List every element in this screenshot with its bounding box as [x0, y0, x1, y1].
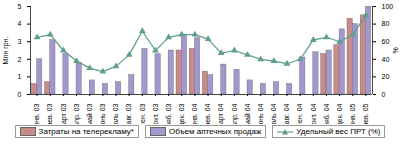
- svg-text:авг. 04: авг. 04: [283, 103, 290, 124]
- svg-text:май 03: май 03: [86, 103, 93, 124]
- svg-text:Млн грн.: Млн грн.: [2, 36, 10, 64]
- svg-text:июль 04: июль 04: [270, 103, 277, 124]
- svg-text:апр. 03: апр. 03: [73, 103, 81, 124]
- svg-text:80: 80: [382, 20, 390, 27]
- svg-text:60: 60: [382, 38, 390, 45]
- svg-text:июнь 03: июнь 03: [99, 103, 106, 124]
- svg-text:янв. 05: янв. 05: [349, 103, 356, 124]
- html-text:Затраты на телерекламу*: Затраты на телерекламу*: [38, 127, 134, 136]
- svg-text:фев. 04: фев. 04: [204, 103, 212, 124]
- svg-text:нояб. 03: нояб. 03: [165, 103, 172, 124]
- svg-text:фев. 05: фев. 05: [362, 103, 370, 124]
- svg-text:март 03: март 03: [60, 103, 68, 124]
- svg-text:сен. 03: сен. 03: [139, 103, 146, 124]
- html-text:Удельный вес ПРТ (%): Удельный вес ПРТ (%): [296, 127, 381, 136]
- svg-text:нояб. 04: нояб. 04: [323, 103, 330, 124]
- svg-text:июль 03: июль 03: [112, 103, 119, 124]
- svg-text:июнь 04: июнь 04: [257, 103, 264, 124]
- svg-text:3: 3: [18, 38, 22, 45]
- svg-text:4: 4: [18, 20, 22, 27]
- svg-text:20: 20: [382, 73, 390, 80]
- svg-text:сен. 04: сен. 04: [296, 103, 303, 124]
- svg-text:0: 0: [382, 91, 386, 98]
- svg-text:янв. 03: янв. 03: [33, 103, 40, 124]
- svg-text:40: 40: [382, 56, 390, 63]
- svg-text:%: %: [392, 47, 399, 53]
- svg-text:окт. 04: окт. 04: [310, 103, 317, 124]
- svg-text:окт. 03: окт. 03: [152, 103, 159, 124]
- svg-text:фев. 03: фев. 03: [46, 103, 54, 124]
- svg-text:100: 100: [382, 3, 394, 10]
- svg-text:дек. 04: дек. 04: [336, 103, 344, 124]
- svg-text:дек. 03: дек. 03: [178, 103, 186, 124]
- svg-text:март 04: март 04: [217, 103, 225, 124]
- svg-text:авг. 03: авг. 03: [125, 103, 132, 124]
- svg-text:апр. 04: апр. 04: [231, 103, 239, 124]
- svg-text:янв. 04: янв. 04: [191, 103, 198, 124]
- html-text:Объем аптечных продаж: Объем аптечных продаж: [169, 127, 262, 136]
- svg-text:5: 5: [18, 3, 22, 10]
- svg-text:2: 2: [18, 56, 22, 63]
- svg-text:1: 1: [18, 73, 22, 80]
- svg-text:май 04: май 04: [244, 103, 251, 124]
- svg-text:0: 0: [18, 91, 22, 98]
